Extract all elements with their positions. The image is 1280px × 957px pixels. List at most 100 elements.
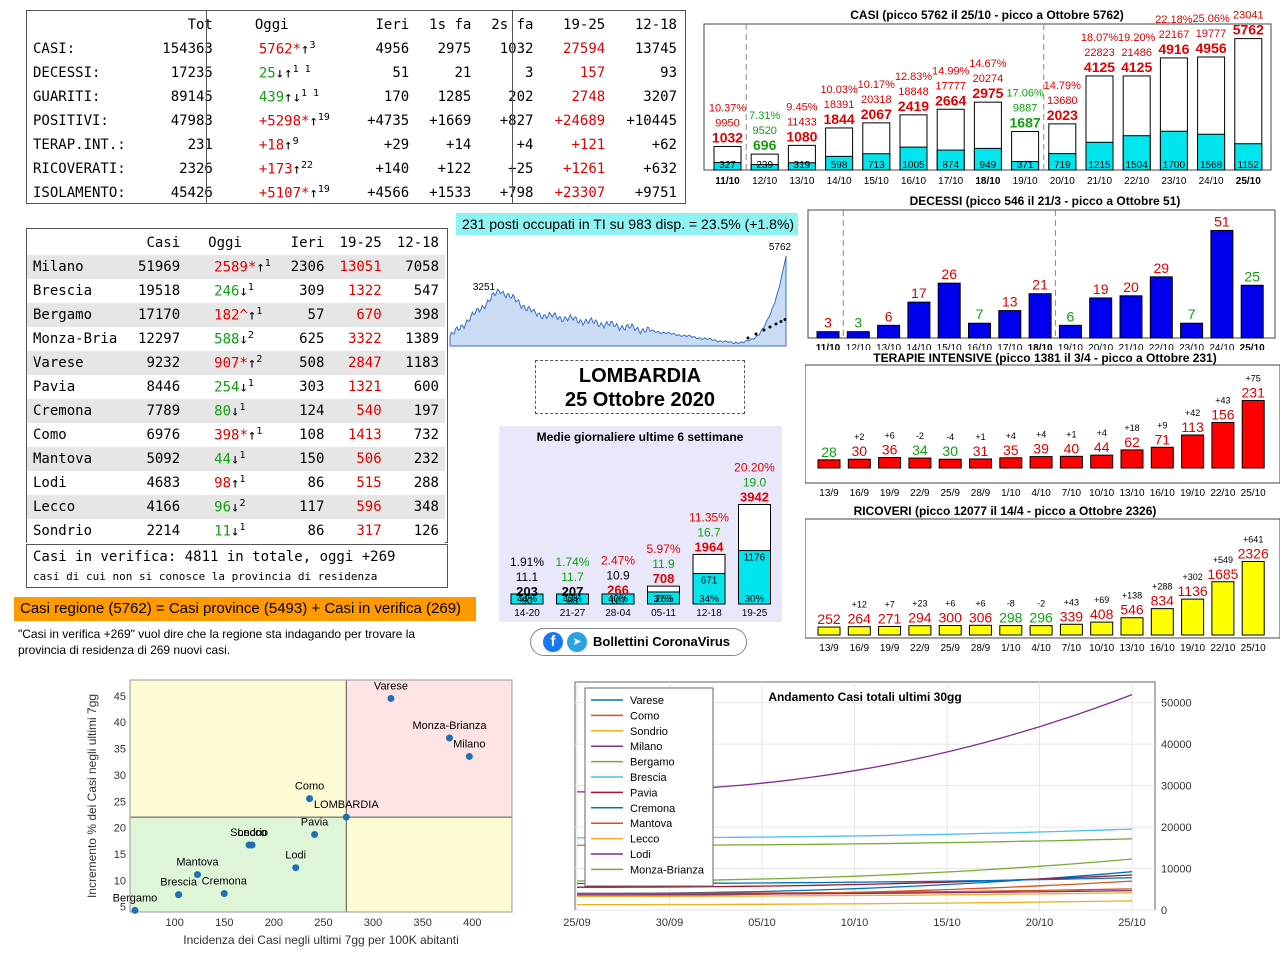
- line-ytick: 0: [1161, 905, 1167, 917]
- province-row: Varese 9232 907*↑2 508 2847 1183: [27, 351, 445, 375]
- province-w2: 7058: [405, 259, 439, 275]
- summary-1s: +1533: [429, 185, 472, 201]
- scatter-point: [193, 871, 201, 879]
- casi-tamponi-label: 21486: [1121, 47, 1152, 59]
- line-xtick: 20/10: [1026, 917, 1054, 929]
- decessi-value-label: 17: [911, 285, 927, 301]
- summary-row: CASI: 154363 5762*↑3 4956 2975 1032 27594 13745: [27, 37, 683, 61]
- province-casi: 19518: [138, 283, 181, 299]
- line-series: [577, 889, 1133, 895]
- scatter-xlabel: Incidenza dei Casi negli ultimi 7gg per …: [183, 933, 459, 947]
- summary-label: GUARITI:: [33, 89, 101, 105]
- summary-1s: +14: [446, 137, 472, 153]
- terapie-tick-label: 25/10: [1241, 488, 1266, 499]
- province-row: Monza-Bria 12297 588↓2 625 3322 1389: [27, 327, 445, 351]
- medie-value-label: 266: [607, 582, 629, 597]
- casi-percent-label: 14.99%: [932, 65, 970, 77]
- terapie-tick-label: 19/9: [880, 488, 900, 499]
- orange-banner-text: Casi regione (5762) = Casi province (549…: [20, 600, 462, 617]
- ricoveri-tick-label: 16/10: [1150, 643, 1175, 654]
- summary-w2: +9751: [634, 185, 677, 201]
- terapie-value-label: 30: [942, 443, 958, 459]
- summary-ieri: +29: [383, 137, 410, 153]
- ricoveri-delta-label: -8: [1007, 599, 1015, 609]
- summary-oggi: 25↓↑1 1: [258, 64, 311, 82]
- summary-ieri: +4735: [367, 113, 410, 129]
- province-row: Lodi 4683 98↑1 86 515 288: [27, 471, 445, 495]
- ricoveri-value-label: 300: [939, 610, 963, 626]
- summary-row: TERAP.INT.: 231 +18↑9 +29 +14 +4 +121 +62: [27, 133, 683, 157]
- province-oggi: 2589*↑1: [214, 258, 271, 276]
- ti-banner: 231 posti occupati in TI su 983 disp. = …: [456, 213, 798, 235]
- scatter-point-label: Bergamo: [113, 892, 158, 904]
- summary-w2: 93: [660, 65, 677, 81]
- summary-2s: +798: [499, 185, 534, 201]
- province-header-cell: Oggi: [208, 235, 242, 251]
- scatter-xtick: 250: [314, 917, 332, 929]
- summary-header-cell: 12-18: [634, 17, 677, 33]
- decessi-tick-label: 19/10: [1058, 343, 1083, 350]
- medie-percent-label: 1.74%: [555, 555, 589, 569]
- ricoveri-delta-label: +69: [1094, 595, 1109, 605]
- line-ytick: 10000: [1161, 864, 1192, 876]
- casi-value-label: 1080: [786, 128, 817, 144]
- province-oggi: 11↓1: [214, 522, 246, 540]
- summary-row: RICOVERATI: 2326 +173↑22 +140 +122 +25 +1261 +6…: [27, 157, 683, 181]
- summary-w1: +23307: [554, 185, 606, 201]
- scatter-point-label: Varese: [374, 680, 408, 692]
- summary-tot: 154363: [162, 41, 213, 57]
- summary-2s: 1032: [499, 41, 534, 57]
- casi-value-label: 4125: [1121, 59, 1152, 75]
- decessi-tick-label: 12/10: [846, 343, 871, 350]
- ricoveri-delta-label: +288: [1152, 582, 1172, 592]
- summary-ieri: 51: [392, 65, 410, 81]
- casi-inner-label: 1215: [1088, 160, 1111, 171]
- province-header-cell: 19-25: [339, 235, 382, 251]
- province-w2: 547: [413, 283, 439, 299]
- legend-label: Como: [630, 710, 659, 722]
- province-table: Casi Oggi Ieri 19-25 12-18 Milano 51969 2589*↑1…: [27, 231, 445, 543]
- casi-tick-label: 25/10: [1236, 176, 1261, 187]
- casi-tick-label: 11/10: [715, 176, 740, 187]
- summary-w2: 13745: [634, 41, 677, 57]
- terapie-tick-label: 25/9: [940, 488, 960, 499]
- terapie-bar: [999, 457, 1023, 469]
- province-ieri: 86: [307, 523, 325, 539]
- casi-tick-label: 13/10: [789, 176, 814, 187]
- casi-value-label: 1687: [1010, 115, 1041, 131]
- terapie-tick-label: 4/10: [1031, 488, 1051, 499]
- casi-inner-label: 874: [942, 160, 959, 171]
- province-w1: 13051: [339, 259, 382, 275]
- mini-peak-label: 3251: [473, 282, 496, 293]
- ricoveri-tick-label: 22/10: [1210, 643, 1235, 654]
- casi-percent-label: 22.18%: [1155, 14, 1193, 26]
- province-name: Brescia: [33, 283, 93, 299]
- scatter-point: [465, 752, 473, 760]
- terapie-delta-label: -4: [946, 432, 954, 442]
- province-header-cell: Casi: [146, 235, 181, 251]
- summary-ieri: +4566: [367, 185, 410, 201]
- casi-inner-label: 1504: [1126, 160, 1149, 171]
- ricoveri-tick-label: 19/9: [880, 643, 900, 654]
- terapie-delta-label: +6: [884, 430, 894, 440]
- bollettini-pill[interactable]: f ➤ Bollettini CoronaVirus: [530, 628, 747, 656]
- province-row: Como 6976 398*↑1 108 1413 732: [27, 423, 445, 447]
- ricoveri-tick-label: 19/10: [1180, 643, 1205, 654]
- terapie-value-label: 36: [882, 441, 898, 457]
- decessi-tick-label: 13/10: [876, 343, 901, 350]
- province-ieri: 150: [299, 451, 325, 467]
- terapie-bar: [969, 458, 992, 469]
- casi-tamponi-label: 22823: [1084, 47, 1115, 59]
- decessi-tick-label: 20/10: [1088, 343, 1113, 350]
- scatter-point-label: Brescia: [160, 877, 198, 889]
- decessi-tick-label: 22/10: [1149, 343, 1174, 350]
- province-casi: 6976: [146, 427, 181, 443]
- ricoveri-delta-label: +302: [1182, 572, 1202, 582]
- summary-ieri: 170: [383, 89, 410, 105]
- legend-label: Monza-Brianza: [630, 864, 705, 876]
- medie-percent-label: 11.35%: [689, 510, 729, 524]
- summary-header-cell: 2s fa: [491, 17, 534, 33]
- scatter-xtick: 300: [364, 917, 382, 929]
- casi-tick-label: 23/10: [1161, 176, 1186, 187]
- medie-inner-bar: [738, 550, 771, 605]
